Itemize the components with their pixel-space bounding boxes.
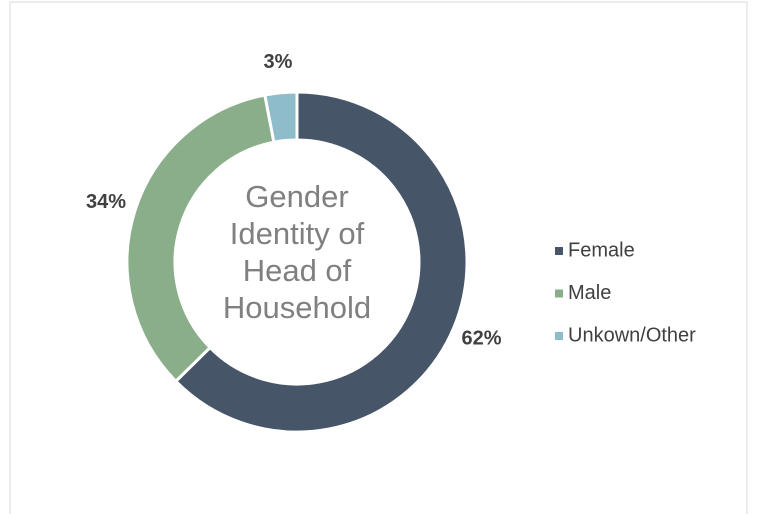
slice [173, 90, 469, 434]
chart-title: Gender Identity of Head of Household [222, 179, 372, 325]
data-label: 62% [461, 328, 501, 350]
legend-label: Female [568, 239, 635, 261]
data-label: 34% [86, 191, 126, 213]
legend-marker [555, 289, 563, 298]
legend-label: Male [568, 282, 611, 304]
legend-marker [555, 247, 563, 255]
slice [263, 90, 299, 144]
chart-border [9, 1, 748, 514]
legend-marker [555, 332, 563, 340]
legend-label: Unkown/Other [568, 324, 696, 346]
data-label: 3% [264, 51, 293, 73]
slice [125, 93, 276, 384]
